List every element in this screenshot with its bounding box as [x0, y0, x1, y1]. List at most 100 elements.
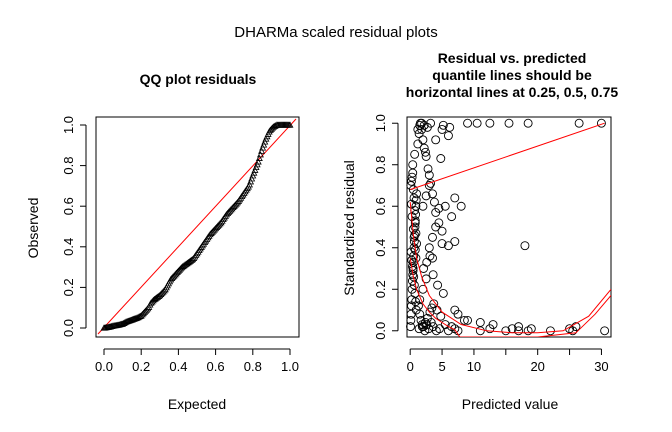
- residual-point: [463, 118, 473, 128]
- qq-plot-y-axis: 0.0 0.2 0.4 0.6 0.8 1.0: [61, 116, 87, 337]
- residual-point: [488, 320, 498, 329]
- residual-point: [436, 154, 446, 163]
- residual-y-tick-label: 1.0: [373, 114, 388, 132]
- residual-point: [418, 135, 428, 145]
- qq-y-tick-label: 0.4: [61, 238, 76, 256]
- residual-point: [426, 118, 436, 128]
- residual-point: [450, 305, 460, 315]
- residual-vs-predicted-panel: Residual vs. predicted quantile lines sho…: [341, 50, 618, 412]
- qq-plot-x-label: Expected: [168, 396, 226, 412]
- residual-point: [438, 120, 448, 130]
- residual-point: [514, 322, 524, 332]
- residual-y-tick-label: 0.8: [373, 156, 388, 174]
- residual-point: [407, 255, 417, 265]
- residual-y-tick-label: 0.2: [373, 280, 388, 298]
- qq-y-tick-label: 0.0: [61, 319, 76, 337]
- qq-point: [247, 178, 255, 185]
- figure-title: DHARMa scaled residual plots: [234, 24, 437, 41]
- qq-point: [134, 313, 142, 321]
- residual-point: [407, 276, 417, 286]
- qq-point: [246, 181, 253, 188]
- residual-point: [411, 201, 421, 211]
- residual-point: [459, 315, 469, 325]
- residual-y-tick-label: 0.0: [373, 322, 388, 340]
- residual-point: [501, 326, 511, 336]
- residual-point: [438, 288, 448, 298]
- residual-point: [424, 170, 434, 180]
- qq-point: [248, 175, 256, 182]
- residual-point: [456, 201, 466, 211]
- residual-point: [418, 201, 428, 211]
- residual-plot-x-axis: 0 5 10 20 30: [407, 348, 609, 374]
- residual-point: [410, 222, 420, 232]
- quantile-line-0.25: [409, 258, 611, 337]
- residual-point: [422, 320, 432, 329]
- residual-point: [440, 201, 450, 211]
- qq-point: [260, 141, 268, 148]
- residual-point: [472, 118, 482, 128]
- qq-point: [255, 154, 263, 161]
- residual-point: [423, 164, 433, 174]
- qq-point: [254, 158, 262, 165]
- qq-x-tick-label: 0.4: [169, 359, 187, 374]
- residual-point: [425, 251, 435, 261]
- residual-x-tick-label: 10: [467, 359, 481, 374]
- residual-point: [504, 118, 514, 128]
- residual-point: [426, 178, 436, 188]
- qq-point: [258, 147, 266, 154]
- qq-x-tick-label: 0.6: [207, 359, 225, 374]
- residual-plot-quantile-lines: [409, 122, 611, 337]
- residual-point: [514, 326, 524, 336]
- residual-point: [417, 118, 427, 128]
- qq-plot-x-axis: 0.0 0.2 0.4 0.6 0.8 1.0: [95, 348, 299, 374]
- residual-point: [421, 151, 431, 161]
- residual-plot-title: Residual vs. predicted quantile lines sho…: [406, 50, 619, 100]
- residual-point: [428, 232, 437, 242]
- residual-point: [450, 193, 460, 203]
- qq-x-tick-label: 0.8: [244, 359, 262, 374]
- residual-point: [416, 315, 426, 325]
- residual-point: [445, 122, 455, 132]
- qq-y-tick-label: 1.0: [61, 116, 76, 134]
- residual-point: [407, 199, 416, 209]
- residual-point: [475, 326, 485, 336]
- residual-plot-x-label: Predicted value: [462, 396, 559, 412]
- residual-point: [421, 191, 431, 201]
- residual-point: [437, 239, 447, 249]
- qq-point: [259, 144, 267, 151]
- qq-plot-title: QQ plot residuals: [140, 71, 257, 87]
- residual-point: [406, 309, 416, 319]
- residual-plot-y-axis: 0.0 0.2 0.4 0.6 0.8 1.0: [373, 114, 399, 340]
- residual-point: [433, 280, 443, 290]
- residual-point: [428, 189, 437, 199]
- residual-point: [436, 311, 446, 321]
- qq-point: [270, 123, 278, 130]
- qq-plot-points: [100, 121, 294, 331]
- residual-point: [429, 197, 439, 207]
- residual-point: [428, 270, 438, 280]
- qq-plot-frame: [95, 116, 300, 338]
- residual-point: [406, 322, 415, 332]
- residual-x-tick-label: 0: [407, 359, 414, 374]
- residual-point: [419, 264, 429, 273]
- residual-x-tick-label: 30: [594, 359, 608, 374]
- residual-point: [406, 315, 416, 325]
- residual-point: [431, 135, 441, 145]
- residual-x-tick-label: 20: [530, 359, 544, 374]
- residual-point: [424, 181, 434, 190]
- residual-point: [574, 118, 584, 128]
- residual-y-tick-label: 0.6: [373, 197, 388, 215]
- residual-point: [523, 118, 533, 128]
- residual-point: [450, 237, 460, 246]
- qq-y-tick-label: 0.2: [61, 278, 76, 296]
- qq-point: [155, 292, 163, 299]
- residual-point: [463, 315, 473, 325]
- residual-point: [428, 253, 437, 263]
- residual-point: [419, 143, 429, 153]
- residual-point: [437, 226, 447, 236]
- residual-point: [414, 301, 423, 311]
- residual-point: [435, 324, 444, 334]
- residual-point: [426, 318, 436, 327]
- qq-point: [188, 256, 196, 263]
